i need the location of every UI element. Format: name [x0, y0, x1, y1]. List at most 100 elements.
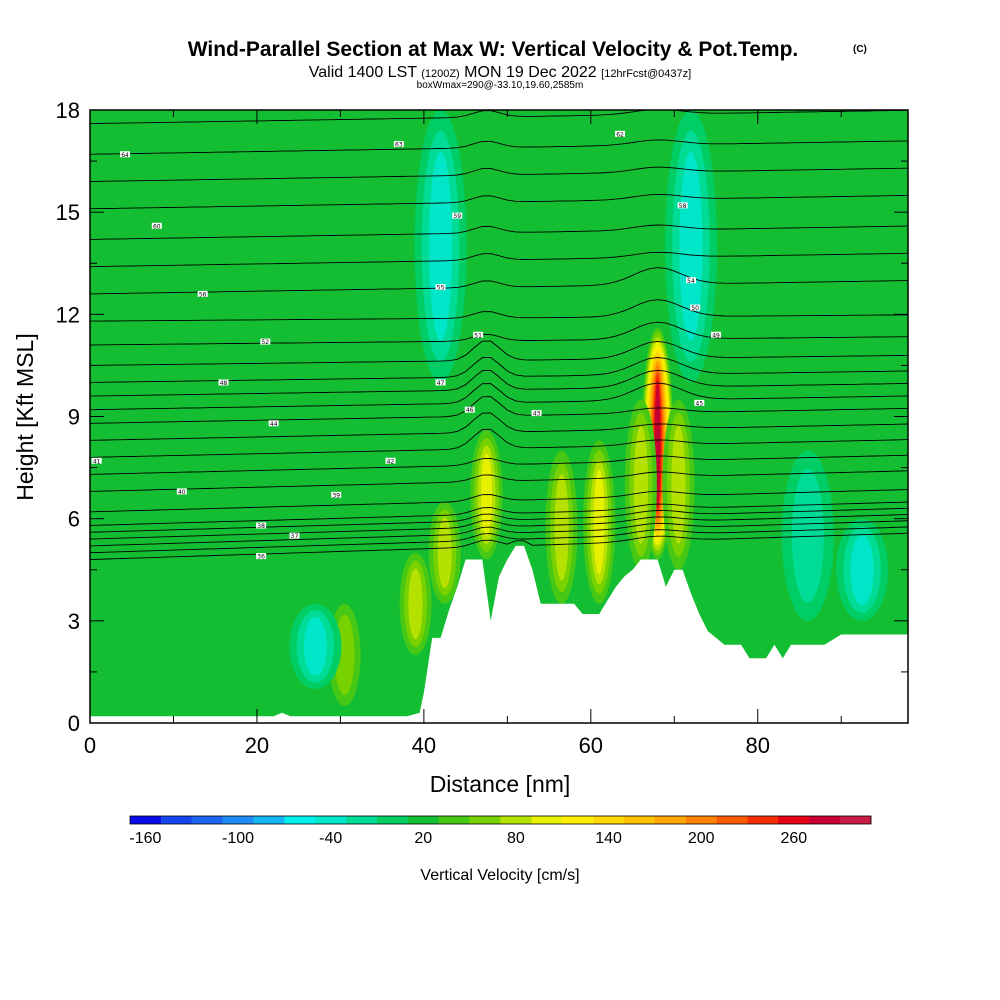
velocity-plume-4	[583, 440, 616, 604]
contour-label: 39	[331, 491, 342, 499]
contour-label-text: 40	[178, 489, 186, 496]
contour-label-text: 39	[332, 492, 340, 499]
contour-label: 63	[393, 141, 404, 149]
contour-label: 62	[615, 130, 626, 138]
isentrope-line-18	[90, 299, 908, 322]
colorbar-frame	[129, 815, 872, 825]
colorbar-swatch	[840, 816, 872, 824]
contour-label: 56	[197, 290, 208, 298]
x-axis-title: Distance [nm]	[430, 771, 571, 797]
velocity-plume-10	[664, 110, 717, 383]
colorbar-swatch	[809, 816, 841, 824]
contour-label-text: 37	[291, 533, 299, 540]
y-tick-label: 3	[68, 609, 80, 634]
subtitle-forecast: [12hrFcst@0437z]	[601, 68, 691, 80]
x-tick-label: 0	[84, 733, 96, 758]
subtitle-utc-time: (1200Z)	[421, 68, 460, 80]
isentrope-line-21	[90, 224, 908, 240]
contour-labels: 64 63 62 60 59 58 56 55 54 52 51 50 49 48 47 46 45 44 43 42…	[91, 130, 722, 561]
contour-label: 44	[268, 420, 279, 428]
velocity-plume-14	[836, 518, 889, 621]
chart-title: Wind-Parallel Section at Max W: Vertical…	[188, 38, 799, 61]
contour-label: 58	[677, 202, 688, 210]
contour-label-text: 45	[696, 400, 704, 407]
velocity-shade	[408, 568, 423, 640]
velocity-plume-11	[414, 110, 467, 383]
colorbar-tick-label: 80	[507, 830, 525, 847]
contour-label: 55	[435, 284, 446, 292]
isentrope-line-6	[90, 501, 908, 526]
colorbar-swatch	[253, 816, 285, 824]
contour-label: 40	[176, 488, 187, 496]
colorbar-swatch	[593, 816, 625, 824]
isentrope-line-5	[90, 507, 908, 533]
contour-label: 54	[685, 277, 696, 285]
colorbar-swatch	[531, 816, 563, 824]
contour-label: 43	[531, 410, 542, 418]
colorbar-swatch	[778, 816, 810, 824]
colorbar-swatch	[500, 816, 532, 824]
colorbar-swatch	[438, 816, 470, 824]
colorbar-tick-label: -40	[319, 830, 342, 847]
isentrope-line-14	[90, 369, 908, 397]
isentrope-line-1	[90, 532, 908, 560]
contour-label-text: 59	[453, 213, 461, 220]
colorbar-swatch	[346, 816, 378, 824]
isentrope-line-13	[90, 382, 908, 411]
contour-label: 64	[120, 151, 131, 159]
contour-label-text: 63	[395, 142, 403, 149]
colorbar-tick-label: 260	[780, 830, 807, 847]
contour-label: 47	[435, 379, 446, 387]
isentrope-line-9	[90, 454, 908, 475]
isentrope-line-4	[90, 514, 908, 540]
contour-label-text: 56	[199, 291, 207, 298]
contour-label-text: 48	[220, 380, 228, 387]
contour-label-text: 54	[687, 278, 695, 285]
y-tick-label: 12	[56, 302, 80, 327]
isentrope-line-17	[90, 321, 908, 346]
isentrope-line-10	[90, 428, 908, 458]
velocity-plume-8	[399, 552, 432, 655]
velocity-shade	[633, 425, 649, 544]
contour-label-text: 43	[533, 411, 541, 418]
contour-label: 41	[91, 457, 102, 465]
y-axis-title: Height [Kft MSL]	[12, 333, 38, 500]
y-tick-label: 6	[68, 507, 80, 532]
velocity-shade	[671, 425, 686, 544]
x-tick-label: 40	[412, 733, 436, 758]
isentrope-line-22	[90, 193, 908, 210]
velocity-shade	[791, 468, 824, 603]
contour-label: 52	[260, 338, 271, 346]
colorbar-title: Vertical Velocity [cm/s]	[420, 867, 579, 884]
velocity-shade	[303, 616, 327, 676]
colorbar-swatch	[562, 816, 594, 824]
potential-temperature-contours	[90, 110, 908, 560]
colorbar-swatch	[716, 816, 748, 824]
velocity-shade	[679, 151, 703, 341]
colorbar-tick-label: 20	[414, 830, 432, 847]
velocity-plume-2	[624, 399, 657, 570]
velocity-shade	[554, 473, 569, 581]
isentrope-line-2	[90, 526, 908, 554]
box-wmax-line: boxWmax=290@-33.10,19.60,2585m	[417, 80, 584, 91]
y-tick-label: 18	[56, 98, 80, 123]
colorbar-tick-label: 140	[595, 830, 622, 847]
contour-label-text: 36	[257, 554, 265, 561]
contour-label-text: 50	[691, 305, 699, 312]
contour-label: 42	[385, 457, 396, 465]
isentrope-line-25	[90, 110, 908, 125]
contour-label: 45	[694, 399, 705, 407]
colorbar-swatch	[469, 816, 501, 824]
colorbar-tick-label: -160	[129, 830, 161, 847]
colorbar-swatch	[685, 816, 717, 824]
isentrope-line-12	[90, 396, 908, 424]
contour-label: 36	[256, 553, 267, 561]
contour-label-text: 60	[153, 223, 161, 230]
isentrope-line-11	[90, 412, 908, 441]
colorbar-tick-label: -100	[222, 830, 254, 847]
contour-label-text: 41	[93, 458, 101, 465]
x-axis: 0 20 40 60 80	[84, 110, 842, 758]
subtitle-date: MON 19 Dec 2022	[464, 64, 597, 81]
